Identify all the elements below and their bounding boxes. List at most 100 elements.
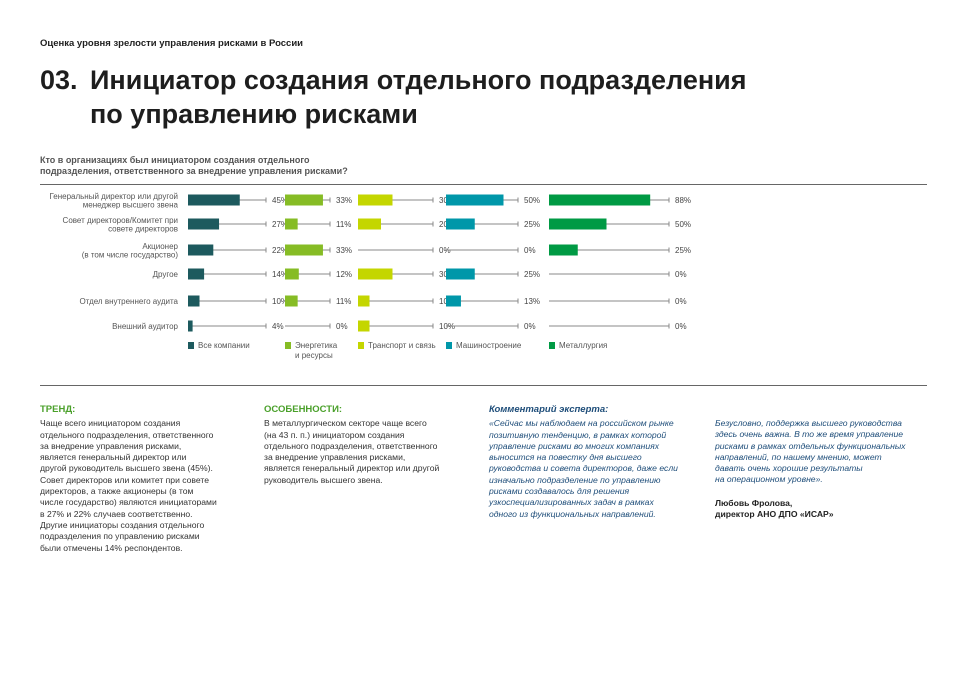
report-kicker: Оценка уровня зрелости управления рискам…	[40, 38, 304, 49]
expert-cont-line: давать очень хорошие результаты	[715, 463, 863, 474]
legend-label-line: Транспорт и связь	[368, 341, 436, 350]
expert-cont-line: рисками в рамках отдельных функциональны…	[715, 440, 906, 451]
data-label: 13%	[524, 297, 540, 306]
data-label: 33%	[336, 246, 352, 255]
trend-line: Совет директоров или комитет при совете	[40, 474, 210, 485]
category-label: Отдел внутреннего аудита	[79, 297, 178, 306]
bar	[188, 320, 193, 332]
expert-cont-line: направлений, по нашему мнению, может	[715, 451, 882, 462]
bar	[285, 194, 323, 206]
data-label: 0%	[524, 246, 536, 255]
expert-cont-line: Безусловно, поддержка высшего руководств…	[715, 418, 902, 428]
features-text: В металлургическом секторе чаще всего (на…	[264, 418, 479, 486]
expert-line: изначально подразделение по управлению	[489, 474, 661, 485]
category-label: Внешний аудитор	[112, 322, 178, 331]
bar	[358, 268, 393, 280]
expert-column: Комментарий эксперта: «Сейчас мы наблюда…	[489, 404, 709, 520]
bar-chart: Генеральный директор или другой менеджер …	[49, 192, 691, 360]
trend-line: Другие инициаторы создания отдельного	[40, 519, 205, 530]
bar	[285, 244, 323, 256]
title-line-1: Инициатор создания отдельного подразделе…	[90, 65, 747, 95]
expert-signature: Любовь Фролова, директор АНО ДПО «ИСАР»	[715, 498, 930, 521]
category-label-line: Внешний аудитор	[112, 322, 178, 331]
expert-quote-continued: Безусловно, поддержка высшего руководств…	[715, 418, 930, 486]
legend-swatch	[188, 342, 194, 349]
expert-line: позитивную тенденцию, в рамках которой	[489, 429, 667, 440]
bar	[549, 218, 607, 230]
data-label: 25%	[675, 246, 691, 255]
category-label-line: (в том числе государство)	[82, 250, 179, 259]
data-label: 11%	[336, 220, 351, 229]
features-column: ОСОБЕННОСТИ: В металлургическом секторе …	[264, 404, 479, 486]
features-line: руководитель высшего звена.	[264, 474, 383, 485]
category-label-line: Акционер	[142, 242, 178, 251]
bar	[188, 268, 205, 280]
expert-heading: Комментарий эксперта:	[489, 404, 609, 415]
data-label: 22%	[272, 246, 288, 255]
trend-line: были отмечены 14% респондентов.	[40, 542, 183, 553]
section-number: 03.	[40, 65, 78, 95]
expert-line: рисками создавалось для решения	[489, 486, 630, 497]
data-label: 27%	[272, 220, 288, 229]
features-heading: ОСОБЕННОСТИ:	[264, 404, 343, 415]
data-label: 25%	[524, 270, 540, 279]
data-label: 12%	[336, 270, 352, 279]
bar	[188, 244, 214, 256]
features-line: В металлургическом секторе чаще всего	[264, 418, 427, 429]
trend-line: подразделения по управлению рисками	[40, 531, 200, 542]
category-label-line: Другое	[153, 270, 179, 279]
category-label-line: менеджер высшего звена	[83, 200, 179, 209]
category-label: Генеральный директор или другой менеджер …	[49, 192, 178, 210]
legend-label-line: и ресурсы	[295, 351, 333, 360]
bar	[358, 320, 370, 332]
data-label: 0%	[336, 322, 348, 331]
data-label: 4%	[272, 322, 284, 331]
legend-swatch	[358, 342, 364, 349]
legend-label-line: Энергетика	[295, 341, 338, 350]
data-label: 14%	[272, 270, 288, 279]
legend-label: Все компании	[198, 341, 250, 350]
data-label: 50%	[675, 220, 691, 229]
expert-line: одного из функциональных направлений.	[489, 508, 656, 519]
trend-line: является генеральный директор или	[40, 452, 187, 463]
category-label-line: Отдел внутреннего аудита	[79, 297, 178, 306]
features-line: за внедрение управления рисками,	[264, 452, 406, 463]
legend-swatch	[549, 342, 555, 349]
data-label: 45%	[272, 196, 288, 205]
trend-text: Чаще всего инициатором создания отдельног…	[40, 418, 255, 554]
legend-label-line: Машиностроение	[456, 341, 522, 350]
top-divider	[40, 184, 927, 185]
data-label: 0%	[439, 246, 451, 255]
question-line-2: подразделения, ответственного за внедрен…	[40, 166, 348, 176]
legend-swatch	[285, 342, 291, 349]
data-label: 10%	[272, 297, 288, 306]
title-line-2: по управлению рисками	[90, 99, 418, 129]
trend-line: отдельного подразделения, ответственного	[40, 429, 214, 440]
data-label: 50%	[524, 196, 540, 205]
trend-line: за внедрение управления рисками,	[40, 440, 182, 451]
bar	[358, 295, 370, 307]
question-line-1: Кто в организациях был инициатором созда…	[40, 155, 310, 165]
legend-swatch	[446, 342, 452, 349]
category-label-line: Совет директоров/Комитет при	[63, 216, 178, 225]
expert-line: «Сейчас мы наблюдаем на российском рынке	[489, 418, 674, 429]
legend-label: Транспорт и связь	[368, 341, 436, 350]
data-label: 0%	[524, 322, 536, 331]
data-label: 0%	[675, 322, 687, 331]
expert-role: директор АНО ДПО «ИСАР»	[715, 509, 834, 520]
category-label: Совет директоров/Комитет при совете дирек…	[63, 216, 178, 234]
expert-line: руководства и совета директоров, даже ес…	[489, 463, 678, 474]
bar	[285, 218, 298, 230]
bottom-divider	[40, 385, 927, 386]
category-label: Другое	[153, 270, 179, 279]
expert-name: Любовь Фролова,	[715, 497, 793, 508]
bar	[446, 295, 461, 307]
trend-line: другой руководитель высшего звена (45%).	[40, 463, 213, 474]
expert-quote: «Сейчас мы наблюдаем на российском рынке…	[489, 418, 709, 520]
legend-label: Энергетика и ресурсы	[295, 341, 338, 360]
trend-heading: ТРЕНД:	[40, 404, 76, 415]
category-label-line: совете директоров	[108, 224, 178, 233]
features-line: отдельного подразделения, ответственного	[264, 440, 438, 451]
bar	[188, 295, 200, 307]
legend-label: Металлургия	[559, 341, 607, 350]
